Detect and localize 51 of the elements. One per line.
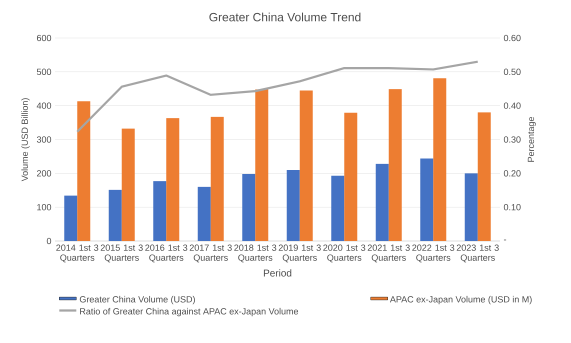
y-tick-label: 200 xyxy=(36,170,52,177)
y-tick-label: 300 xyxy=(36,136,52,143)
x-tick-label: 2016 1st 3 Quarters xyxy=(145,244,188,262)
bar xyxy=(376,164,389,241)
bar xyxy=(286,170,300,241)
bar xyxy=(210,116,224,241)
x-tick-label: 2019 1st 3 Quarters xyxy=(278,244,321,262)
y-tick-label: 600 xyxy=(36,34,52,42)
bar xyxy=(300,90,313,241)
bar xyxy=(420,158,434,241)
bar xyxy=(388,89,402,241)
bar xyxy=(108,190,122,241)
x-tick-label: 2021 1st 3 Quarters xyxy=(368,244,410,262)
bar xyxy=(166,118,180,241)
bar xyxy=(64,196,78,241)
y-tick-label: 500 xyxy=(36,68,52,76)
y-tick-label: 400 xyxy=(36,102,52,109)
bar xyxy=(122,128,135,241)
y2-tick-label: 0.10 xyxy=(504,204,521,210)
bar xyxy=(153,181,166,241)
y-tick-label: 0 xyxy=(46,238,52,244)
y2-tick-label: 0.50 xyxy=(504,68,521,76)
chart-title: Greater China Volume Trend xyxy=(209,12,360,22)
bar xyxy=(242,174,256,241)
line-series xyxy=(76,60,479,133)
bar xyxy=(331,176,344,241)
bar xyxy=(255,89,268,241)
legend-label: Ratio of Greater China against APAC ex-Japan Volume xyxy=(80,308,298,316)
y2-axis-title: Percentage xyxy=(528,116,536,162)
bar xyxy=(198,186,211,241)
x-tick-label: 2015 1st 3 Quarters xyxy=(100,244,143,262)
x-tick-label: 2023 1st 3 Quarters xyxy=(456,244,499,262)
bar xyxy=(478,112,491,241)
y-axis-title: Volume (USD Billion) xyxy=(21,98,30,182)
bar xyxy=(77,101,90,241)
y2-tick-label: 0.60 xyxy=(504,34,521,42)
bar xyxy=(464,173,478,241)
x-tick-label: 2020 1st 3 Quarters xyxy=(323,244,366,262)
x-tick-label: 2018 1st 3 Quarters xyxy=(234,244,276,262)
y-tick-label: 100 xyxy=(37,204,52,210)
legend-label: APAC ex-Japan Volume (USD in M) xyxy=(390,296,532,304)
x-tick-label: 2014 1st 3 Quarters xyxy=(56,244,98,262)
x-tick-label: 2022 1st 3 Quarters xyxy=(412,244,454,262)
y2-tick-label: 0.20 xyxy=(504,170,521,177)
y2-tick-label: 0.40 xyxy=(504,102,521,109)
bar xyxy=(344,112,358,241)
y2-tick-label: 0.30 xyxy=(504,136,521,143)
x-axis-title: Period xyxy=(264,269,292,277)
x-tick-label: 2017 1st 3 Quarters xyxy=(190,244,232,262)
bar xyxy=(433,78,446,241)
legend-label: Greater China Volume (USD) xyxy=(80,296,195,304)
